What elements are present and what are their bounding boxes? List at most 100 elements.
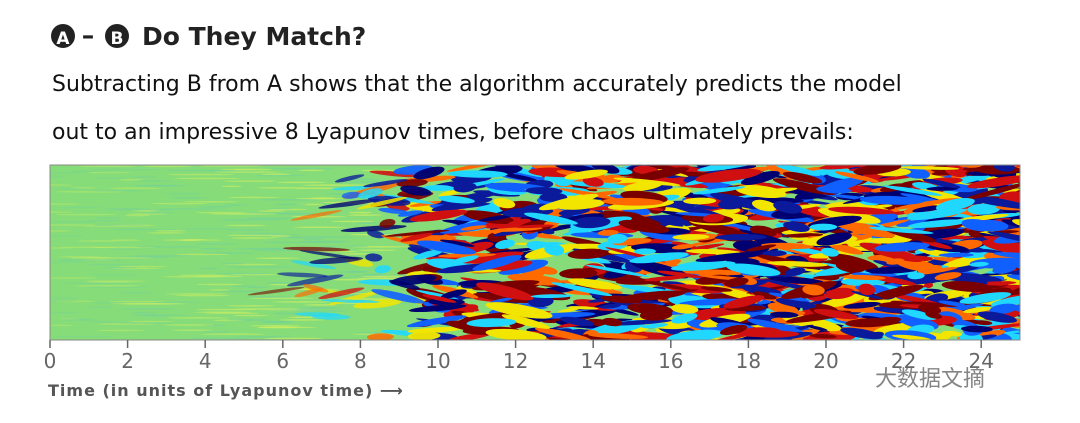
texture: [50, 247, 73, 249]
texture: [453, 182, 477, 193]
texture: [407, 331, 441, 340]
texture: [752, 291, 777, 300]
texture: [622, 181, 663, 192]
texture: [527, 295, 554, 308]
texture: [50, 224, 98, 226]
texture: [872, 175, 916, 182]
x-tick-label: 2: [121, 349, 134, 373]
texture: [1032, 325, 1065, 332]
texture: [217, 218, 284, 221]
texture: [1033, 319, 1063, 324]
texture: [384, 229, 450, 237]
texture: [559, 268, 598, 279]
texture: [204, 312, 260, 314]
x-tick-label: 22: [891, 349, 916, 373]
x-tick-label: 10: [425, 349, 450, 373]
texture: [817, 207, 881, 224]
texture: [100, 267, 140, 269]
heatmap: [50, 165, 1080, 340]
x-tick-label: 8: [354, 349, 367, 373]
texture: [912, 205, 944, 213]
texture: [169, 197, 210, 199]
texture: [363, 273, 387, 276]
texture: [56, 259, 125, 261]
texture: [258, 198, 320, 201]
texture: [868, 226, 934, 234]
texture: [507, 273, 563, 286]
texture: [174, 177, 241, 180]
texture: [843, 301, 881, 309]
texture: [969, 257, 1020, 269]
texture: [334, 174, 365, 183]
texture: [466, 318, 517, 328]
texture: [257, 187, 306, 189]
texture: [59, 318, 81, 320]
texture: [87, 286, 149, 288]
texture: [718, 197, 747, 210]
texture: [1030, 262, 1080, 282]
texture: [716, 247, 749, 254]
texture: [50, 184, 72, 186]
texture: [568, 306, 599, 310]
texture: [530, 294, 573, 299]
texture: [108, 187, 163, 190]
texture: [139, 211, 175, 214]
texture: [111, 267, 162, 270]
texture: [479, 214, 513, 222]
texture: [655, 289, 699, 297]
x-tick-label: 0: [44, 349, 57, 373]
texture: [87, 263, 142, 266]
texture: [994, 227, 1020, 244]
texture: [1026, 290, 1079, 301]
texture: [921, 240, 953, 250]
texture: [816, 232, 852, 246]
texture: [287, 274, 344, 287]
texture: [597, 229, 619, 236]
texture: [258, 326, 317, 329]
texture: [197, 206, 234, 208]
texture: [210, 213, 278, 215]
texture: [162, 275, 225, 278]
texture: [275, 236, 305, 239]
texture: [568, 278, 622, 290]
texture: [177, 274, 231, 277]
texture: [1027, 205, 1053, 213]
texture: [294, 288, 323, 298]
texture: [908, 219, 970, 228]
texture: [1041, 263, 1064, 270]
texture: [1039, 273, 1080, 290]
texture: [119, 255, 176, 258]
texture: [564, 169, 608, 180]
texture: [356, 196, 407, 210]
texture: [96, 329, 146, 332]
texture: [353, 299, 402, 309]
texture: [1040, 275, 1080, 287]
texture: [628, 167, 690, 182]
texture: [164, 293, 228, 295]
texture: [141, 165, 193, 168]
texture: [125, 214, 151, 217]
texture: [400, 232, 433, 242]
texture: [751, 187, 798, 195]
texture: [1038, 225, 1080, 243]
texture: [633, 248, 656, 255]
badge-a: A: [56, 29, 70, 49]
texture: [198, 247, 226, 250]
texture: [770, 311, 799, 318]
texture: [355, 222, 377, 224]
texture: [229, 273, 278, 276]
texture: [440, 289, 467, 299]
texture: [972, 248, 1005, 254]
texture: [96, 323, 157, 325]
texture: [1041, 268, 1080, 277]
texture: [321, 299, 380, 303]
texture: [1028, 310, 1057, 316]
texture: [1019, 311, 1020, 323]
texture: [1044, 170, 1076, 176]
texture: [559, 316, 595, 327]
texture: [264, 337, 324, 340]
texture: [77, 240, 121, 242]
texture: [366, 333, 394, 340]
texture: [761, 250, 787, 257]
